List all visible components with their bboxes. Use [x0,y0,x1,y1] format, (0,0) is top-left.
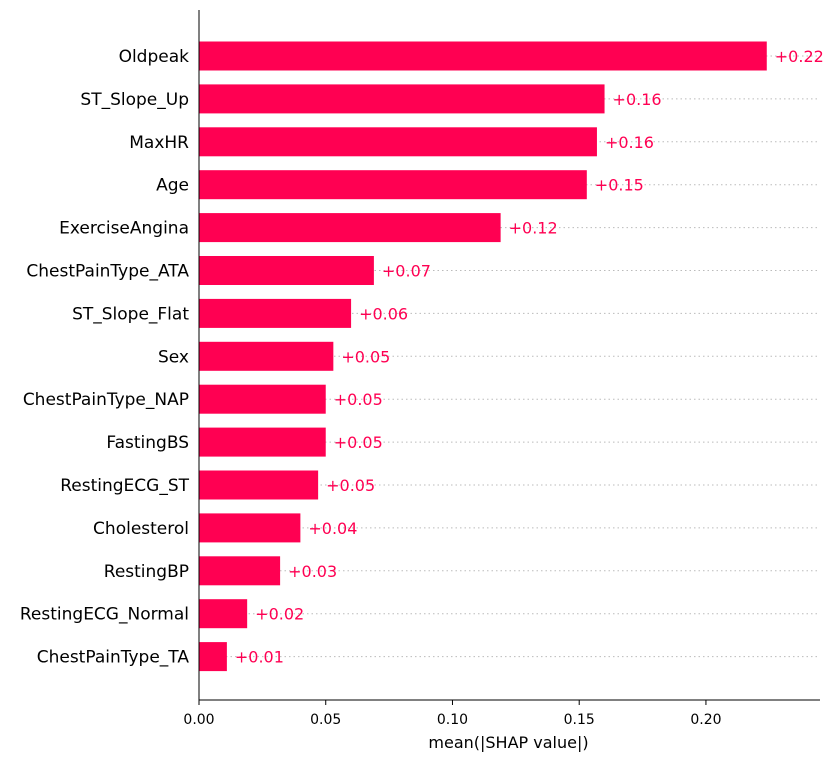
category-label: RestingECG_ST [60,476,189,496]
category-label: ChestPainType_NAP [23,390,189,410]
category-label: Cholesterol [93,519,189,539]
category-label: RestingECG_Normal [20,605,189,625]
bar [199,256,374,285]
category-label: ChestPainType_ATA [26,262,189,282]
x-axis-ticks: 0.00 0.05 0.10 0.15 0.20 [183,700,722,728]
bar [199,599,248,629]
category-label: MaxHR [129,133,189,153]
bar [199,41,767,71]
category-label: Oldpeak [119,47,190,67]
x-tick-label: 0.00 [183,712,214,728]
category-label: Age [156,176,189,196]
value-label: +0.04 [308,519,357,538]
value-label: +0.07 [382,262,431,281]
bar [199,170,587,200]
category-label: ST_Slope_Flat [72,304,189,324]
bar [199,384,326,414]
bar [199,513,301,543]
value-label: +0.01 [235,648,284,667]
category-label: ST_Slope_Up [80,90,189,110]
value-label: +0.05 [341,347,390,366]
bar [199,84,605,114]
bars [199,41,767,672]
value-labels: +0.22 +0.16 +0.16 +0.15 +0.12 +0.07 +0.06 +0.05… [235,47,824,667]
value-label: +0.05 [326,476,375,495]
value-label: +0.15 [595,176,644,195]
category-label: Sex [158,347,189,367]
bar [199,298,352,328]
value-label: +0.03 [288,562,337,581]
bar [199,341,334,371]
bar [199,642,227,672]
category-label: ChestPainType_TA [37,648,190,668]
x-axis-title: mean(|SHAP value|) [428,733,588,752]
category-label: ExerciseAngina [59,219,189,239]
x-tick-label: 0.20 [690,712,721,728]
category-label: FastingBS [106,433,189,453]
value-label: +0.16 [613,90,662,109]
x-tick-label: 0.15 [564,712,595,728]
value-label: +0.05 [334,390,383,409]
bar [199,427,326,457]
value-label: +0.12 [509,219,558,238]
bar [199,556,281,586]
category-labels: Oldpeak ST_Slope_Up MaxHR Age ExerciseAngina… [20,47,190,668]
x-tick-label: 0.10 [437,712,468,728]
bar [199,127,597,157]
category-label: RestingBP [104,562,189,582]
value-label: +0.16 [605,133,654,152]
value-label: +0.22 [775,47,824,66]
value-label: +0.05 [334,433,383,452]
value-label: +0.02 [255,605,304,624]
bar [199,470,319,500]
value-label: +0.06 [359,304,408,323]
bar [199,213,501,243]
x-tick-label: 0.05 [310,712,341,728]
